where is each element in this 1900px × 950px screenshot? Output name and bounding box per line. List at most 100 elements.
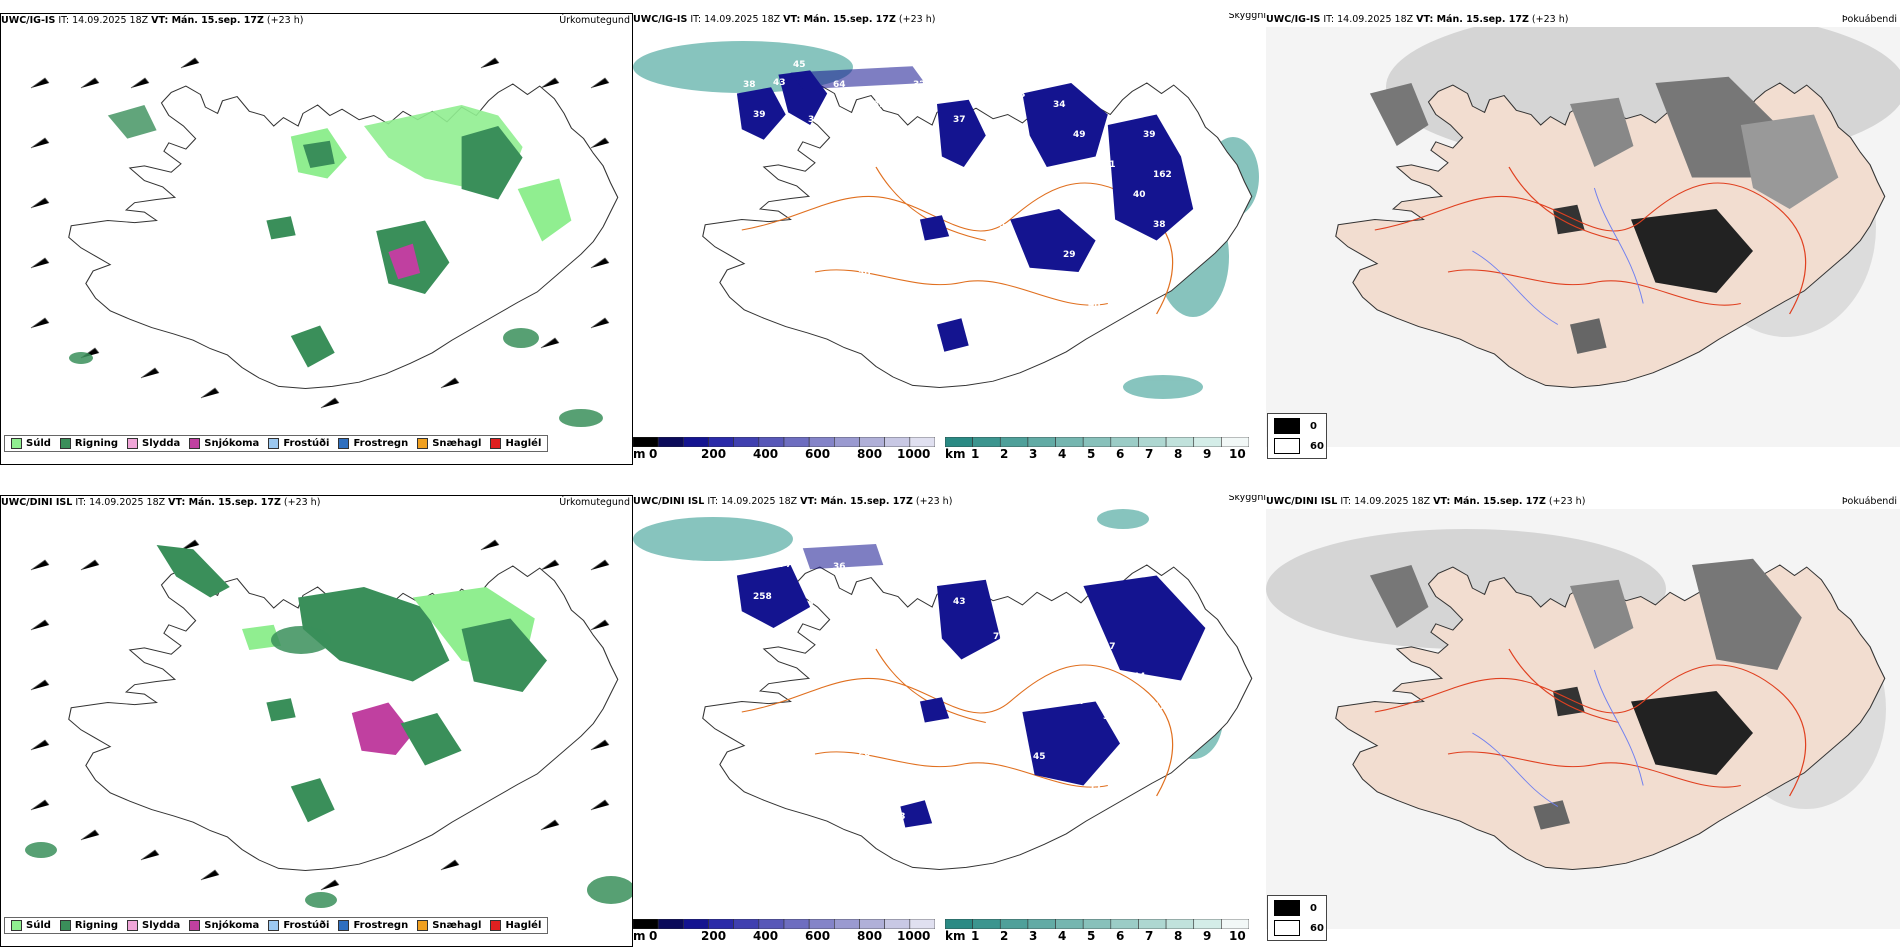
legend-item: Snjókoma <box>189 438 259 449</box>
swatch-icon <box>127 920 139 931</box>
init-time-label: IT: <box>1340 496 1352 507</box>
ceiling-visibility-panel-row2: UWC/DINI ISL IT: 14.09.2025 18Z VT: Mán.… <box>633 495 1266 947</box>
colorbar-swatch <box>972 437 1001 447</box>
ceiling-tick: 400 <box>753 929 779 943</box>
lead-time: (+23 h) <box>915 496 953 507</box>
ceiling-height-label: 28 <box>783 150 796 160</box>
ceiling-height-label: 51 <box>863 180 876 190</box>
ceiling-height-label: 35 <box>873 100 886 110</box>
ceiling-height-label: 49 <box>1073 130 1086 140</box>
colorbar-swatch <box>633 437 659 447</box>
precip-type-panel-row1: UWC/IG-IS IT: 14.09.2025 18Z VT: Mán. 15… <box>0 13 633 465</box>
swatch-icon <box>338 438 350 449</box>
visibility-tick: 10 <box>1229 929 1246 943</box>
valid-time: VT: Mán. 15.sep. 17Z <box>1433 496 1546 507</box>
visibility-tick: 5 <box>1087 447 1096 461</box>
ceiling-unit: m <box>633 929 646 943</box>
init-time: 14.09.2025 18Z <box>1354 496 1431 507</box>
valid-time: VT: Mán. 15.sep. 17Z <box>1416 14 1529 25</box>
colorbar-swatch <box>945 919 973 929</box>
panel-title: Þokuábendi <box>1841 14 1897 25</box>
legend-item: Súld <box>11 438 51 449</box>
init-time: 14.09.2025 18Z <box>721 496 798 507</box>
ceiling-height-label: 73 <box>993 632 1006 642</box>
visibility-tick: 10 <box>1229 447 1246 461</box>
swatch-icon <box>127 438 139 449</box>
visibility-tick: 2 <box>1000 447 1009 461</box>
colorbar-swatch <box>708 437 734 447</box>
ceiling-height-label: 45 <box>1033 752 1046 762</box>
precip-areas <box>107 105 572 368</box>
fog-legend: 0 60 <box>1267 413 1327 459</box>
visibility-colorbar: km 1 2 3 4 5 6 7 8 9 10 <box>945 919 1265 945</box>
colorbar-swatch <box>999 437 1029 447</box>
panel-title: Skyggni <box>1228 495 1266 503</box>
ceiling-height-label: 31 <box>1033 270 1046 280</box>
colorbar-swatch <box>945 437 973 447</box>
ceiling-height-label: 39 <box>753 110 766 120</box>
ceiling-visibility-panel-row1: UWC/IG-IS IT: 14.09.2025 18Z VT: Mán. 15… <box>633 13 1266 465</box>
swatch-icon <box>490 920 502 931</box>
colorbar-swatch <box>1165 437 1195 447</box>
init-time-label: IT: <box>707 496 719 507</box>
model-name: UWC/IG-IS <box>1 15 56 26</box>
ceiling-height-label: 33 <box>1013 90 1026 100</box>
visibility-tick: 7 <box>1145 929 1154 943</box>
ceiling-height-label: 34 <box>1053 100 1066 110</box>
fog-legend-item: 60 <box>1274 438 1324 454</box>
colorbar-swatch <box>859 919 885 929</box>
model-name: UWC/IG-IS <box>1266 14 1321 25</box>
colorbar-swatch <box>909 919 935 929</box>
ceiling-areas <box>736 565 1206 828</box>
valid-time: VT: Mán. 15.sep. 17Z <box>800 496 913 507</box>
lead-time: (+23 h) <box>283 497 321 508</box>
colorbar-swatch <box>708 919 734 929</box>
swatch-icon <box>189 920 201 931</box>
ceiling-height-label: 57 <box>1028 180 1041 190</box>
colorbar-swatch <box>633 919 659 929</box>
swatch-icon <box>490 438 502 449</box>
legend-item: Rigning <box>59 438 118 449</box>
ceiling-height-label: 46 <box>848 612 861 622</box>
ceiling-height-label: 55 <box>973 305 986 315</box>
ceiling-height-label: 47 <box>1153 702 1166 712</box>
panel-header: UWC/IG-IS IT: 14.09.2025 18Z VT: Mán. 15… <box>1266 13 1568 27</box>
fog-legend-item: 60 <box>1274 920 1324 936</box>
ceiling-height-label: 42 <box>933 722 946 732</box>
init-time-label: IT: <box>1323 14 1335 25</box>
ceiling-height-label: 37 <box>963 260 976 270</box>
precip-legend: Súld Rigning Slydda Snjókoma Frostúði Fr… <box>4 435 549 452</box>
ceiling-height-label: 30 <box>858 270 871 280</box>
ceiling-tick: 600 <box>805 447 831 461</box>
ceiling-height-label: 37 <box>1053 360 1066 370</box>
ceiling-height-label: 39 <box>1053 582 1066 592</box>
legend-item: Frostúði <box>268 438 329 449</box>
colorbar-swatch <box>999 919 1029 929</box>
colorbar-swatch <box>884 919 911 929</box>
ceiling-height-label: 93 <box>923 652 936 662</box>
visibility-tick: 8 <box>1174 447 1183 461</box>
fog-legend-item: 0 <box>1274 900 1317 916</box>
ceiling-height-label: 52 <box>1023 812 1036 822</box>
swatch-icon <box>268 438 280 449</box>
ceiling-height-label: 42 <box>723 130 736 140</box>
ceiling-height-label: 39 <box>1143 130 1156 140</box>
colorbar-swatch <box>683 437 709 447</box>
ceiling-height-label: 66 <box>1023 330 1036 340</box>
ceiling-height-label: 162 <box>1153 170 1172 180</box>
panel-header: UWC/IG-IS IT: 14.09.2025 18Z VT: Mán. 15… <box>633 13 935 27</box>
ceiling-height-label: 36 <box>808 115 821 125</box>
ceiling-tick: 1000 <box>897 929 931 943</box>
swatch-icon <box>1274 920 1300 936</box>
visibility-tick: 1 <box>971 929 980 943</box>
legend-item: Slydda <box>127 438 180 449</box>
ceiling-height-label: 29 <box>1063 250 1076 260</box>
legend-item: Snæhagl <box>417 438 481 449</box>
precip-type-panel-row2: UWC/DINI ISL IT: 14.09.2025 18Z VT: Mán.… <box>0 495 633 947</box>
ceiling-height-label: 49 <box>983 562 996 572</box>
ceiling-height-label: 38 <box>743 80 756 90</box>
ceiling-height-label: 32 <box>923 170 936 180</box>
ceiling-height-label: 79 <box>953 200 966 210</box>
colorbar-swatch <box>1221 437 1249 447</box>
panel-header: UWC/DINI ISL IT: 14.09.2025 18Z VT: Mán.… <box>1 496 320 510</box>
